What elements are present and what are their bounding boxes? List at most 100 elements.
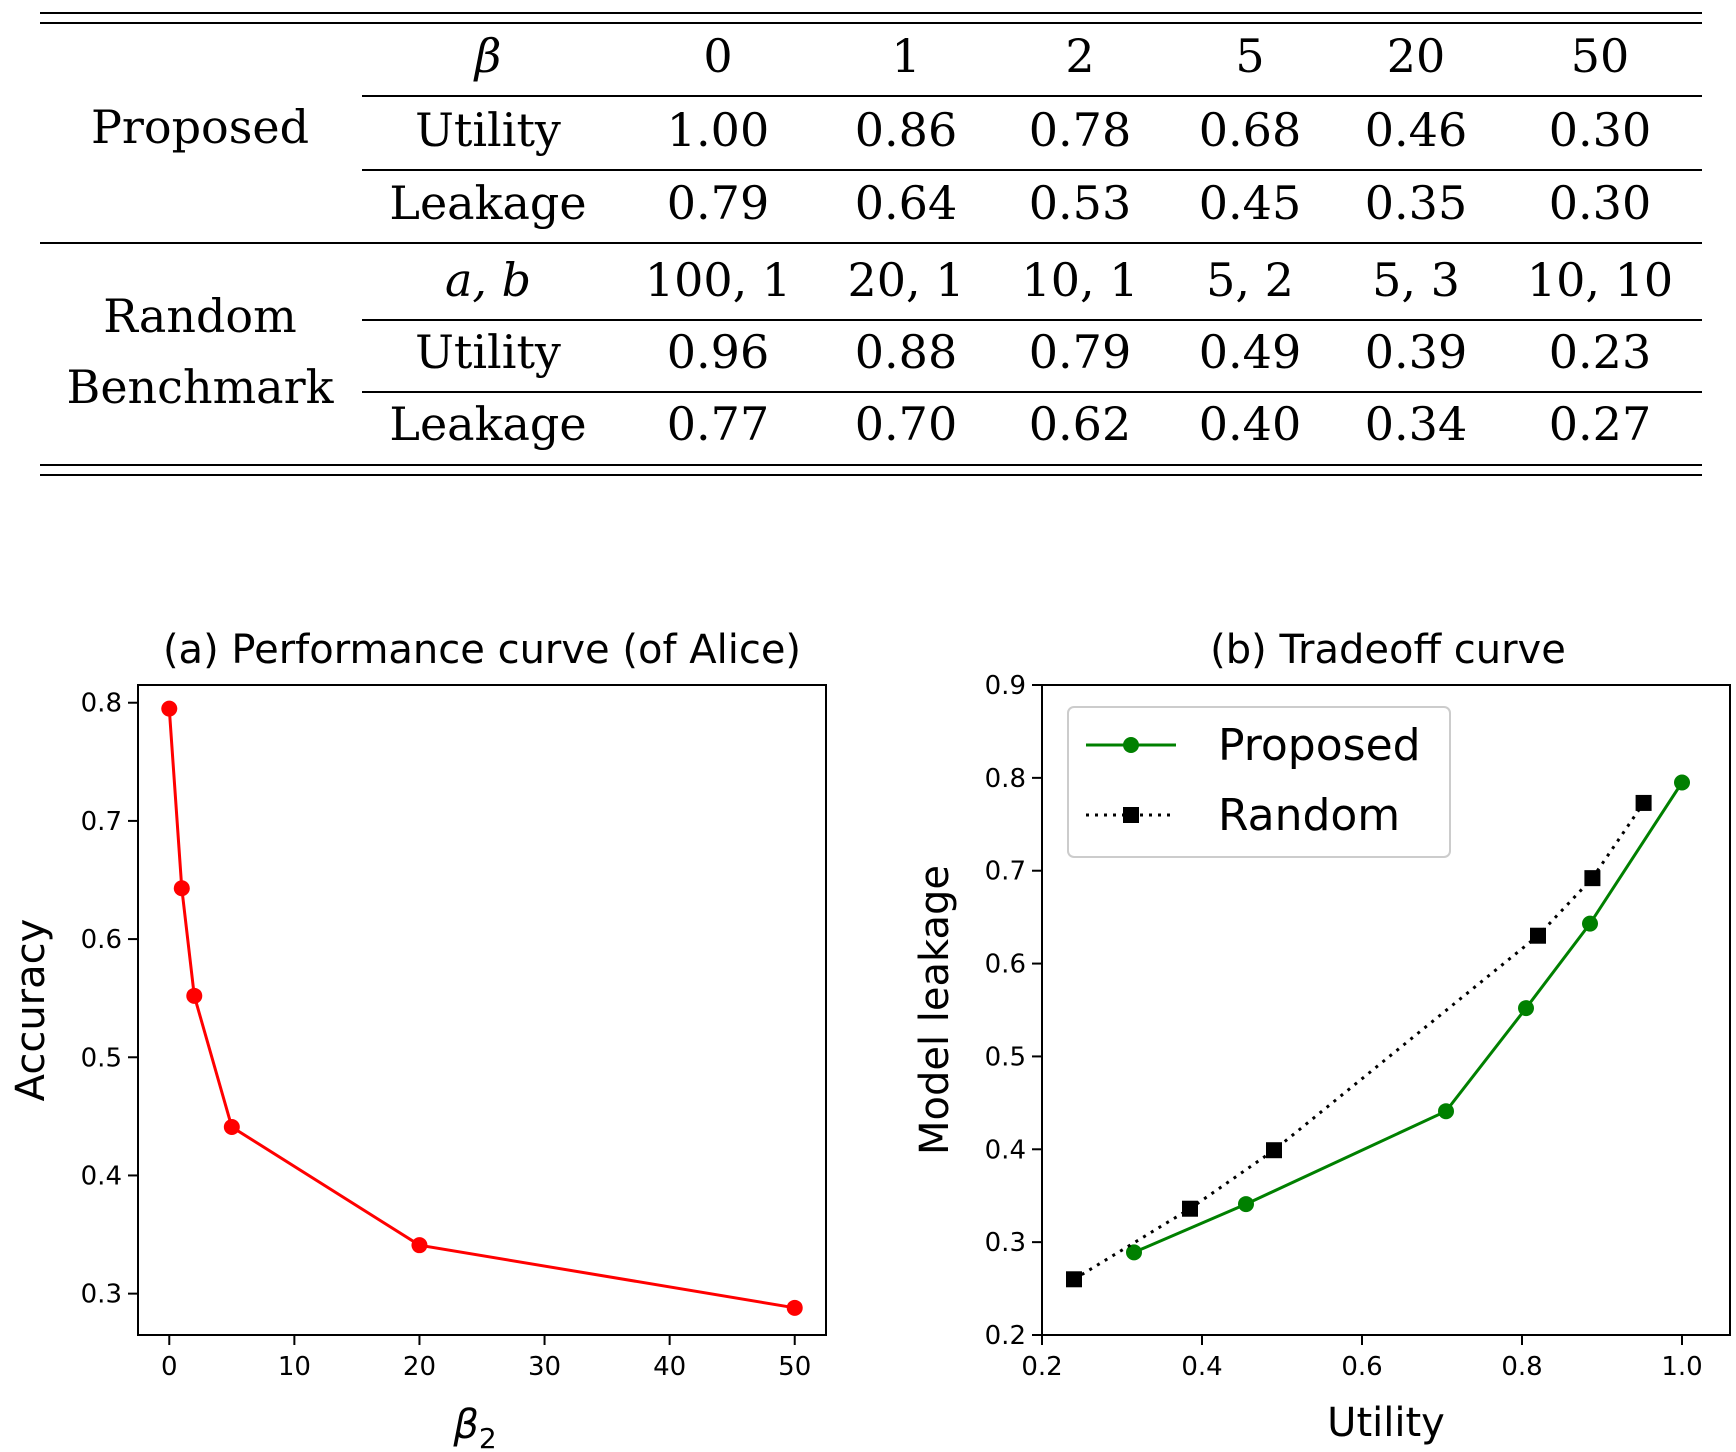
data-point-accuracy <box>786 1299 803 1316</box>
data-point-accuracy <box>161 700 178 717</box>
chart-b: (b) Tradeoff curve 0.2 0.4 0.6 0.8 1.0 0.2 0.3… <box>912 627 1731 1446</box>
y-tick-label: 0.8 <box>985 764 1026 794</box>
row-header-leakage: Leakage <box>389 176 587 230</box>
y-tick-label: 0.4 <box>985 1135 1026 1165</box>
data-point-proposed <box>1582 915 1598 932</box>
leakage-cell: 0.79 <box>666 176 770 230</box>
data-point-proposed <box>1238 1196 1254 1213</box>
y-tick-label: 0.5 <box>81 1043 122 1073</box>
leakage-cell: 0.77 <box>666 397 770 451</box>
beta-cell: 50 <box>1570 29 1630 83</box>
results-table: Proposed β 0 1 2 5 20 50 Utility 1.00 0.… <box>0 0 1736 500</box>
series-line-proposed <box>1133 781 1684 1254</box>
x-tick-label: 20 <box>403 1352 436 1382</box>
chart-a-ticks: 0 10 20 30 40 50 0.3 0.4 0.5 0.6 0.7 0.8 <box>81 689 812 1382</box>
group-rule <box>40 242 1702 244</box>
group-label-benchmark: Benchmark <box>66 360 334 414</box>
chart-a-xlabel-main: β <box>452 1402 479 1448</box>
leakage-cell: 0.35 <box>1364 176 1468 230</box>
series-line-random <box>1073 802 1645 1281</box>
data-point-random <box>1182 1200 1198 1217</box>
row-header-utility: Utility <box>415 103 561 157</box>
chart-a-frame <box>137 684 827 1336</box>
x-tick-label: 30 <box>528 1352 561 1382</box>
bottom-rule <box>40 464 1702 466</box>
utility-cell: 0.88 <box>854 325 958 379</box>
x-tick-label: 0.8 <box>1501 1352 1542 1382</box>
chart-a-xlabel-sub: 2 <box>479 1422 497 1452</box>
y-tick-label: 0.3 <box>81 1280 122 1310</box>
ab-cell: 10, 10 <box>1526 253 1674 307</box>
utility-cell: 0.30 <box>1548 103 1652 157</box>
data-point-random <box>1266 1142 1282 1159</box>
x-tick-label: 50 <box>778 1352 811 1382</box>
leakage-cell: 0.27 <box>1548 397 1652 451</box>
beta-cell: 0 <box>703 29 733 83</box>
ab-cell: 20, 1 <box>847 253 965 307</box>
data-point-proposed <box>1674 774 1690 791</box>
ab-cell: 5, 2 <box>1206 253 1294 307</box>
row-rule <box>362 95 1702 97</box>
leakage-cell: 0.64 <box>854 176 958 230</box>
y-tick-label: 0.8 <box>81 689 122 719</box>
top-rule <box>40 12 1702 14</box>
beta-cell: 2 <box>1065 29 1095 83</box>
data-point-proposed <box>1126 1244 1142 1261</box>
ab-cell: 5, 3 <box>1372 253 1460 307</box>
chart-b-ticks: 0.2 0.4 0.6 0.8 1.0 0.2 0.3 0.4 0.5 0.6 0.7 0.8 0.9 <box>985 671 1703 1382</box>
chart-a: (a) Performance curve (of Alice) 0 10 20 30… <box>8 627 827 1452</box>
ab-cell: 100, 1 <box>644 253 792 307</box>
utility-cell: 0.46 <box>1364 103 1468 157</box>
y-tick-label: 0.7 <box>985 857 1026 887</box>
x-tick-label: 1.0 <box>1661 1352 1702 1382</box>
data-point-random <box>1584 870 1601 887</box>
y-tick-label: 0.9 <box>985 671 1026 701</box>
leakage-cell: 0.34 <box>1364 397 1468 451</box>
ab-cell: 10, 1 <box>1021 253 1139 307</box>
x-tick-label: 0.6 <box>1341 1352 1382 1382</box>
series-line-accuracy <box>167 708 795 1310</box>
utility-cell: 0.68 <box>1198 103 1302 157</box>
y-tick-label: 0.6 <box>985 950 1026 980</box>
leakage-cell: 0.53 <box>1028 176 1132 230</box>
chart-b-xlabel: Utility <box>1327 1400 1445 1446</box>
x-tick-label: 0.2 <box>1021 1352 1062 1382</box>
y-tick-label: 0.6 <box>81 925 122 955</box>
legend-marker-random <box>1123 807 1139 823</box>
leakage-cell: 0.62 <box>1028 397 1132 451</box>
utility-cell: 0.23 <box>1548 325 1652 379</box>
beta-cell: 5 <box>1235 29 1265 83</box>
chart-a-ylabel: Accuracy <box>8 919 54 1102</box>
data-point-accuracy <box>411 1237 428 1254</box>
x-tick-label: 0 <box>161 1352 178 1382</box>
utility-cell: 0.39 <box>1364 325 1468 379</box>
y-tick-label: 0.5 <box>985 1042 1026 1072</box>
chart-b-title: (b) Tradeoff curve <box>1210 627 1566 673</box>
x-tick-label: 40 <box>653 1352 686 1382</box>
chart-b-marks <box>1066 774 1690 1288</box>
leakage-cell: 0.30 <box>1548 176 1652 230</box>
utility-cell: 1.00 <box>666 103 770 157</box>
legend-label-random: Random <box>1218 790 1400 841</box>
data-point-proposed <box>1438 1103 1454 1120</box>
group-label-proposed: Proposed <box>90 100 310 154</box>
utility-cell: 0.96 <box>666 325 770 379</box>
y-tick-label: 0.2 <box>985 1321 1026 1351</box>
leakage-cell: 0.40 <box>1198 397 1302 451</box>
y-tick-label: 0.4 <box>81 1161 122 1191</box>
legend-label-proposed: Proposed <box>1218 720 1421 771</box>
chart-a-marks <box>161 700 803 1316</box>
leakage-cell: 0.70 <box>854 397 958 451</box>
data-point-accuracy <box>173 880 190 897</box>
chart-b-frame <box>1041 684 1731 1336</box>
chart-a-title: (a) Performance curve (of Alice) <box>163 627 801 673</box>
chart-b-legend: Proposed Random <box>1067 706 1451 858</box>
row-rule <box>362 319 1702 321</box>
row-rule <box>362 391 1702 393</box>
beta-cell: 20 <box>1386 29 1446 83</box>
utility-cell: 0.49 <box>1198 325 1302 379</box>
data-point-random <box>1635 794 1652 811</box>
chart-b-ylabel: Model leakage <box>912 865 958 1155</box>
data-point-random <box>1066 1271 1082 1288</box>
